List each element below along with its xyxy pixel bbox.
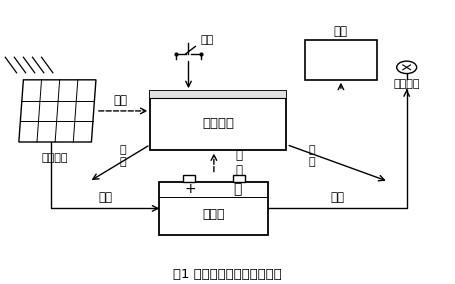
Text: +: + — [184, 182, 196, 196]
Text: 显示: 显示 — [334, 25, 348, 38]
Bar — [182, 174, 195, 181]
Text: 路灯负载: 路灯负载 — [394, 79, 420, 89]
Bar — [233, 174, 245, 181]
Bar — [151, 91, 287, 151]
Bar — [151, 91, 287, 98]
Polygon shape — [19, 80, 96, 142]
Text: －: － — [234, 182, 242, 196]
Text: 采
样: 采 样 — [235, 149, 243, 177]
Text: 放电: 放电 — [330, 191, 344, 204]
Text: 光伏阵列: 光伏阵列 — [42, 153, 68, 162]
Text: 按键: 按键 — [200, 35, 213, 45]
Text: 智能核心: 智能核心 — [202, 117, 234, 130]
Text: 控
制: 控 制 — [120, 145, 126, 167]
Text: 采样: 采样 — [114, 94, 128, 107]
Text: 图1 太阳能路灯控制器结构图: 图1 太阳能路灯控制器结构图 — [173, 268, 282, 281]
Text: 充电: 充电 — [98, 191, 112, 204]
Text: 控
制: 控 制 — [308, 145, 315, 167]
Text: 蓄电池: 蓄电池 — [202, 208, 225, 221]
Bar — [304, 40, 377, 80]
Bar — [159, 181, 268, 235]
